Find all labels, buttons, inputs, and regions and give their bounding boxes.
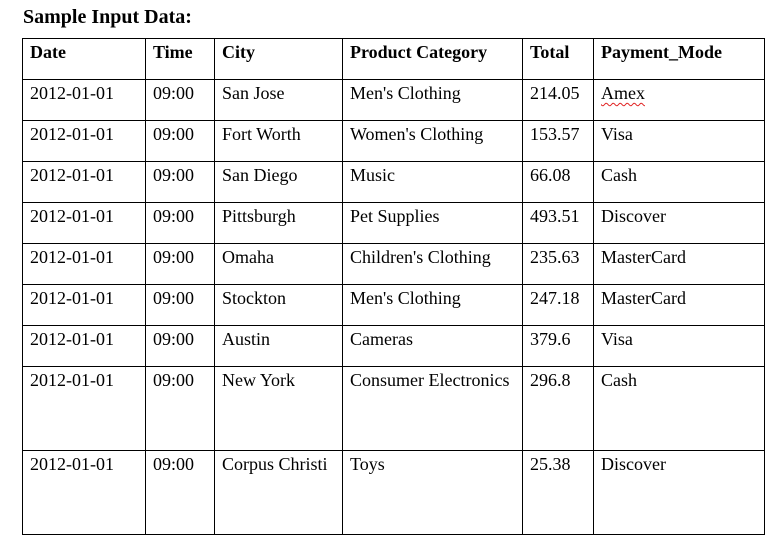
cell-date: 2012-01-01 [22, 243, 146, 285]
document-heading: Sample Input Data: [23, 6, 192, 28]
cell-city: San Jose [214, 79, 343, 121]
cell-date: 2012-01-01 [22, 120, 146, 162]
cell-date: 2012-01-01 [22, 161, 146, 203]
table-row: 2012-01-01 09:00 Fort Worth Women's Clot… [22, 120, 765, 162]
cell-city: Pittsburgh [214, 202, 343, 244]
cell-total: 379.6 [522, 325, 594, 367]
cell-city: San Diego [214, 161, 343, 203]
header-payment-mode: Payment_Mode [593, 38, 765, 80]
cell-total: 66.08 [522, 161, 594, 203]
cell-city: Omaha [214, 243, 343, 285]
header-date: Date [22, 38, 146, 80]
cell-date: 2012-01-01 [22, 450, 146, 535]
cell-total: 493.51 [522, 202, 594, 244]
cell-product-category: Women's Clothing [342, 120, 523, 162]
cell-product-category: Toys [342, 450, 523, 535]
table-row: 2012-01-01 09:00 Austin Cameras 379.6 Vi… [22, 325, 765, 367]
cell-product-category: Pet Supplies [342, 202, 523, 244]
cell-time: 09:00 [145, 202, 215, 244]
cell-product-category: Consumer Electronics [342, 366, 523, 451]
cell-payment-mode: Cash [593, 366, 765, 451]
cell-total: 235.63 [522, 243, 594, 285]
cell-date: 2012-01-01 [22, 202, 146, 244]
cell-product-category: Cameras [342, 325, 523, 367]
table-row: 2012-01-01 09:00 San Jose Men's Clothing… [22, 79, 765, 121]
cell-time: 09:00 [145, 284, 215, 326]
cell-payment-mode: Visa [593, 120, 765, 162]
cell-payment-mode: MasterCard [593, 243, 765, 285]
cell-date: 2012-01-01 [22, 325, 146, 367]
cell-payment-mode: Visa [593, 325, 765, 367]
cell-date: 2012-01-01 [22, 366, 146, 451]
cell-total: 247.18 [522, 284, 594, 326]
cell-time: 09:00 [145, 325, 215, 367]
cell-city: Fort Worth [214, 120, 343, 162]
cell-total: 296.8 [522, 366, 594, 451]
table-row: 2012-01-01 09:00 New York Consumer Elect… [22, 366, 765, 451]
table-row: 2012-01-01 09:00 Stockton Men's Clothing… [22, 284, 765, 326]
cell-payment-mode: Discover [593, 202, 765, 244]
cell-city: Corpus Christi [214, 450, 343, 535]
cell-total: 153.57 [522, 120, 594, 162]
header-product-category: Product Category [342, 38, 523, 80]
cell-payment-mode: Cash [593, 161, 765, 203]
cell-product-category: Men's Clothing [342, 79, 523, 121]
cell-date: 2012-01-01 [22, 284, 146, 326]
table-row: 2012-01-01 09:00 Omaha Children's Clothi… [22, 243, 765, 285]
cell-total: 25.38 [522, 450, 594, 535]
cell-time: 09:00 [145, 366, 215, 451]
cell-product-category: Men's Clothing [342, 284, 523, 326]
cell-product-category: Children's Clothing [342, 243, 523, 285]
cell-date: 2012-01-01 [22, 79, 146, 121]
table-header-row: Date Time City Product Category Total Pa… [22, 38, 765, 80]
cell-time: 09:00 [145, 450, 215, 535]
cell-product-category: Music [342, 161, 523, 203]
cell-city: New York [214, 366, 343, 451]
table-row: 2012-01-01 09:00 Corpus Christi Toys 25.… [22, 450, 765, 535]
misspelled-word[interactable]: Amex [601, 83, 645, 103]
cell-payment-mode: Amex [593, 79, 765, 121]
cell-payment-mode: Discover [593, 450, 765, 535]
sample-data-table: Date Time City Product Category Total Pa… [22, 38, 765, 535]
cell-time: 09:00 [145, 79, 215, 121]
cell-city: Austin [214, 325, 343, 367]
cell-time: 09:00 [145, 120, 215, 162]
table-row: 2012-01-01 09:00 Pittsburgh Pet Supplies… [22, 202, 765, 244]
header-city: City [214, 38, 343, 80]
header-time: Time [145, 38, 215, 80]
cell-time: 09:00 [145, 161, 215, 203]
cell-city: Stockton [214, 284, 343, 326]
header-total: Total [522, 38, 594, 80]
cell-total: 214.05 [522, 79, 594, 121]
table-row: 2012-01-01 09:00 San Diego Music 66.08 C… [22, 161, 765, 203]
cell-payment-mode: MasterCard [593, 284, 765, 326]
cell-time: 09:00 [145, 243, 215, 285]
